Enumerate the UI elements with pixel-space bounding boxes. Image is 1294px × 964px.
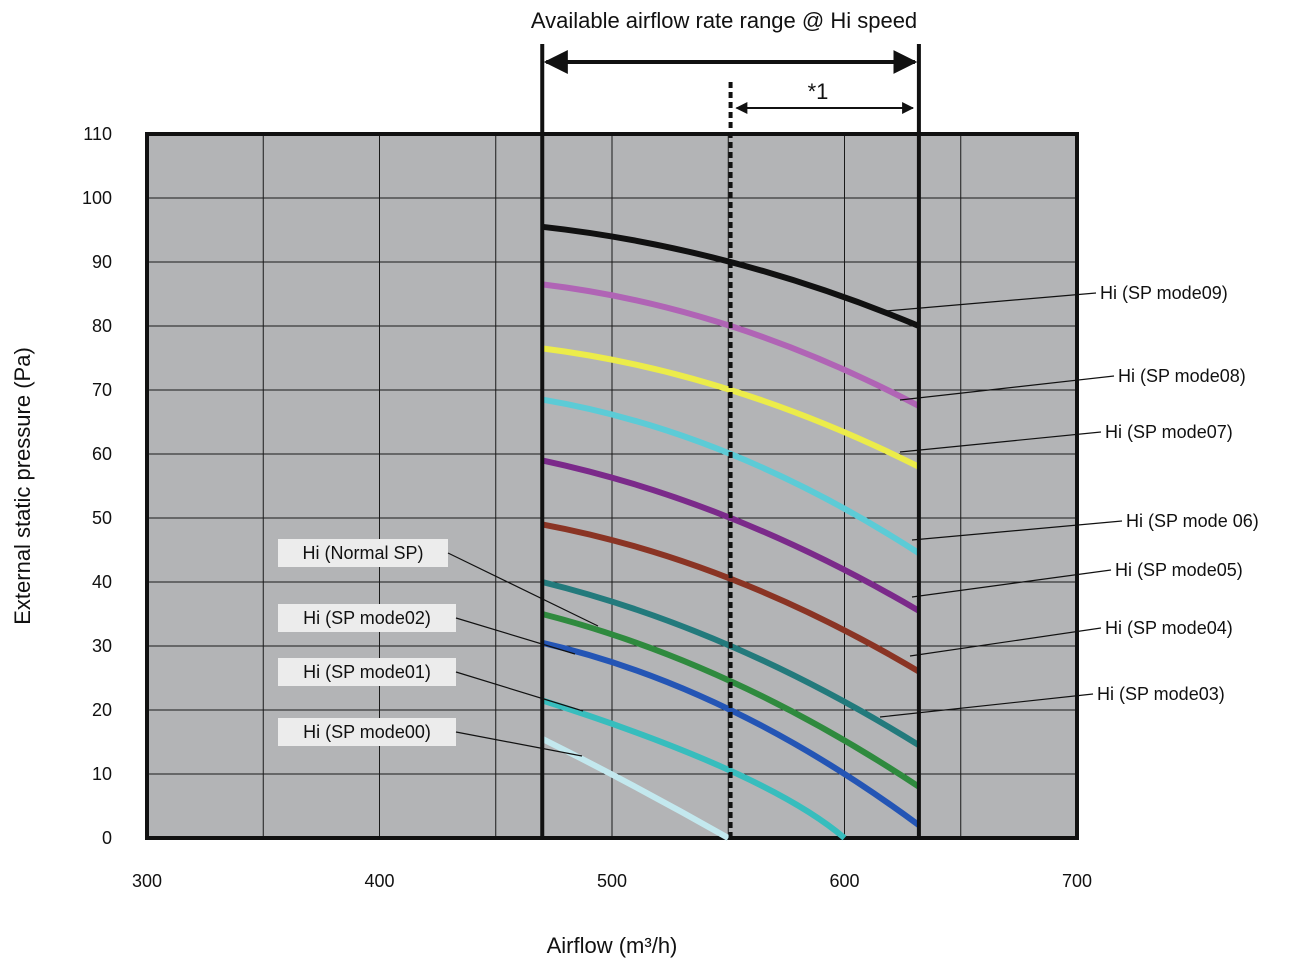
marker-label: *1 xyxy=(808,79,829,104)
series-label-box xyxy=(278,604,456,632)
plot-frame xyxy=(145,132,1079,840)
y-tick-label: 40 xyxy=(92,572,112,592)
series-label: Hi (SP mode04) xyxy=(1105,618,1233,638)
series-label-box xyxy=(278,658,456,686)
series-labels: Hi (SP mode09) Hi (SP mode08) Hi (SP mode0… xyxy=(278,283,1259,757)
series-label: Hi (SP mode09) xyxy=(1100,283,1228,303)
range-title: Available airflow rate range @ Hi speed xyxy=(531,8,917,33)
series-leader-line xyxy=(455,671,584,712)
series-leader-line xyxy=(879,693,1094,718)
series-lines xyxy=(540,223,921,841)
series-line xyxy=(541,639,921,828)
y-tick-label: 100 xyxy=(82,188,112,208)
series-label: Hi (SP mode07) xyxy=(1105,422,1233,442)
series-label: Hi (SP mode08) xyxy=(1118,366,1246,386)
series-line xyxy=(541,345,921,470)
series-label-box xyxy=(278,718,456,746)
x-tick-label: 600 xyxy=(829,871,859,891)
series-label: Hi (SP mode00) xyxy=(303,722,431,742)
series-leader-line xyxy=(911,520,1123,541)
series-leader-line xyxy=(909,627,1102,657)
series-line xyxy=(541,521,921,675)
series-leader-line xyxy=(911,569,1112,598)
y-tick-label: 110 xyxy=(83,124,112,144)
x-tick-label: 300 xyxy=(132,871,162,891)
y-tick-label: 10 xyxy=(92,764,112,784)
series-leader-line xyxy=(899,375,1115,401)
series-label: Hi (SP mode02) xyxy=(303,608,431,628)
series-label: Hi (SP mode 06) xyxy=(1126,511,1259,531)
y-tick-label: 50 xyxy=(92,508,112,528)
range-annotations xyxy=(540,44,921,838)
series-label: Hi (SP mode01) xyxy=(303,662,431,682)
y-axis-title: External static pressure (Pa) xyxy=(10,347,35,625)
series-leader-line xyxy=(885,292,1097,312)
series-leader-line xyxy=(455,731,583,757)
y-tick-label: 30 xyxy=(92,636,112,656)
series-label: Hi (SP mode05) xyxy=(1115,560,1243,580)
series-label: Hi (SP mode03) xyxy=(1097,684,1225,704)
y-tick-label: 80 xyxy=(92,316,112,336)
series-leader-line xyxy=(455,617,576,655)
series-line xyxy=(541,457,921,614)
series-line xyxy=(541,697,847,841)
x-tick-label: 500 xyxy=(597,871,627,891)
series-leader-line xyxy=(447,552,599,627)
y-tick-label: 0 xyxy=(102,828,112,848)
x-axis-title: Airflow (m³/h) xyxy=(547,933,678,958)
series-leader-line xyxy=(899,431,1102,453)
x-tick-label: 400 xyxy=(364,871,394,891)
tick-labels: 0 10 20 30 40 50 60 70 80 90 100 110 300 400 500 600 700 xyxy=(82,124,1092,891)
y-tick-label: 20 xyxy=(92,700,112,720)
y-tick-label: 60 xyxy=(92,444,112,464)
series-line xyxy=(541,611,921,790)
series-label: Hi (Normal SP) xyxy=(302,543,423,563)
series-line xyxy=(540,736,730,841)
y-tick-label: 90 xyxy=(92,252,112,272)
x-tick-label: 700 xyxy=(1062,871,1092,891)
series-label-box xyxy=(278,539,448,567)
y-tick-label: 70 xyxy=(92,380,112,400)
